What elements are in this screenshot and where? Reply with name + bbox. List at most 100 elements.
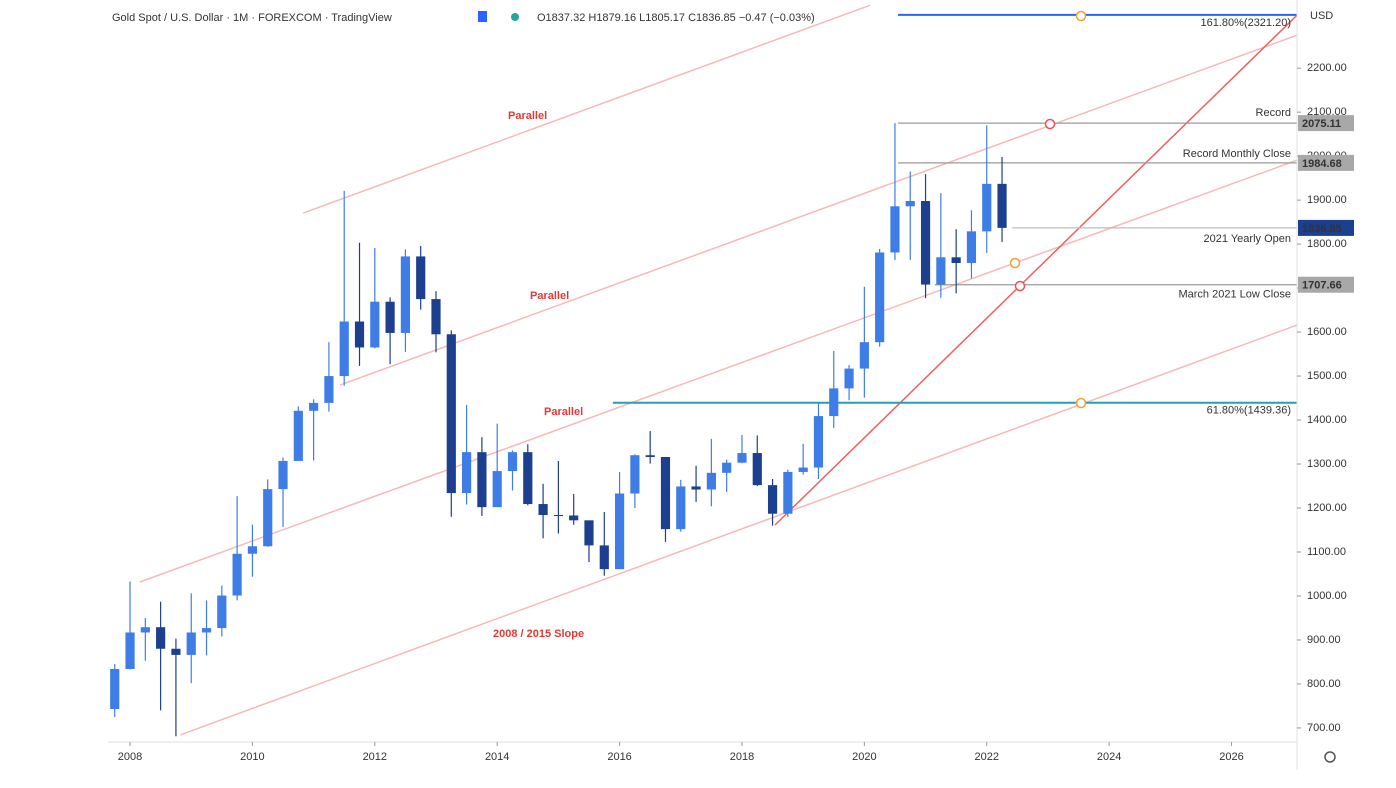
candle-body [676, 486, 686, 530]
candle-body [859, 342, 869, 369]
candle-body [462, 452, 472, 494]
trend-line [339, 34, 1298, 386]
candle-body [890, 206, 900, 253]
candle-body [477, 452, 487, 508]
y-tick-label: 1400.00 [1307, 414, 1347, 426]
candle-body [875, 252, 885, 343]
candle-body [385, 301, 395, 333]
annotation: Parallel [530, 290, 569, 302]
handle [1075, 397, 1087, 409]
x-tick-label: 2020 [852, 751, 876, 763]
y-tick-label: 1000.00 [1307, 590, 1347, 602]
y-tick-label: 800.00 [1307, 678, 1341, 690]
candle-body [293, 410, 303, 461]
x-tick-label: 2010 [240, 751, 264, 763]
candle-body [966, 231, 977, 264]
price-tag-label: 1836.85 [1302, 223, 1342, 235]
candle-body [997, 183, 1007, 228]
candle-body [553, 515, 563, 517]
y-tick-label: 1600.00 [1307, 326, 1347, 338]
y-tick-label: 1500.00 [1307, 370, 1347, 382]
candle-body [400, 256, 410, 333]
candle-body [217, 595, 227, 629]
x-tick-label: 2018 [730, 751, 754, 763]
price-tag [1298, 219, 1354, 236]
candle-body [584, 520, 594, 546]
candle-body [201, 628, 212, 633]
price-tag [1298, 115, 1354, 132]
x-tick-label: 2016 [607, 751, 631, 763]
chart-title: Gold Spot / U.S. Dollar · 1M · FOREXCOM … [112, 12, 392, 24]
candle-body [370, 301, 380, 348]
candle-body [722, 462, 732, 473]
trend-line [139, 159, 1298, 583]
x-tick-label: 2022 [975, 751, 999, 763]
candle-body [767, 485, 778, 514]
candle-body [309, 402, 319, 411]
handle [1044, 118, 1056, 130]
candle-body [247, 546, 258, 554]
price-tag [1298, 276, 1354, 293]
annotation: Parallel [508, 110, 547, 122]
candle-body [263, 489, 273, 547]
handle [1075, 10, 1087, 22]
currency-label[interactable]: USD [1310, 10, 1333, 22]
candle-body [752, 453, 762, 486]
candle-body [156, 627, 166, 649]
candle-body [507, 452, 518, 472]
flag-icon[interactable] [478, 11, 487, 22]
settings-icon[interactable] [1324, 751, 1336, 763]
handle [1014, 280, 1026, 292]
level-label: March 2021 Low Close [1178, 289, 1291, 301]
candle-body [538, 504, 548, 516]
candle-body [798, 467, 808, 472]
price-tag-label: 1707.66 [1302, 280, 1342, 292]
candle-body [186, 632, 196, 655]
candle-body [614, 493, 625, 570]
trend-line [179, 324, 1298, 736]
candle-body [982, 183, 992, 232]
candle-body [431, 299, 441, 335]
y-tick-label: 1300.00 [1307, 458, 1347, 470]
candle-body [829, 388, 839, 417]
handle [1009, 257, 1021, 269]
candle-body [523, 452, 533, 505]
candle-body [706, 472, 716, 490]
annotation: Parallel [544, 406, 583, 418]
candle-body [492, 471, 502, 508]
candle-body [844, 368, 854, 389]
candle-body [125, 632, 135, 669]
candle-body [416, 256, 426, 300]
price-tag-label: 2075.11 [1302, 118, 1341, 130]
candle-body [171, 648, 181, 655]
candle-body [905, 201, 915, 207]
y-tick-label: 1200.00 [1307, 502, 1347, 514]
candle-body [920, 201, 931, 285]
candle-body [737, 453, 747, 463]
candle-body [339, 321, 349, 377]
annotation: 2008 / 2015 Slope [493, 628, 584, 640]
candle-body [110, 668, 120, 710]
candle-body [599, 545, 609, 570]
x-tick-label: 2008 [118, 751, 142, 763]
candle-body [691, 486, 701, 490]
candle-body [232, 553, 242, 596]
y-tick-label: 2100.00 [1307, 106, 1347, 118]
y-tick-label: 1900.00 [1307, 194, 1347, 206]
candle-body [278, 460, 288, 490]
candles [110, 123, 1007, 737]
candle-body [783, 471, 793, 514]
candle-body [660, 456, 671, 530]
level-label: 61.80%(1439.36) [1207, 405, 1291, 417]
level-label: 2021 Yearly Open [1204, 233, 1291, 245]
level-label: 161.80%(2321.20) [1200, 17, 1291, 29]
candle-body [324, 376, 334, 403]
candle-body [645, 455, 655, 457]
price-tag [1298, 154, 1354, 171]
y-tick-label: 1100.00 [1307, 546, 1346, 558]
candle-body [630, 455, 640, 494]
ohlc-legend: O1837.32 H1879.16 L1805.17 C1836.85 −0.4… [537, 12, 815, 24]
candle-body [354, 321, 365, 348]
